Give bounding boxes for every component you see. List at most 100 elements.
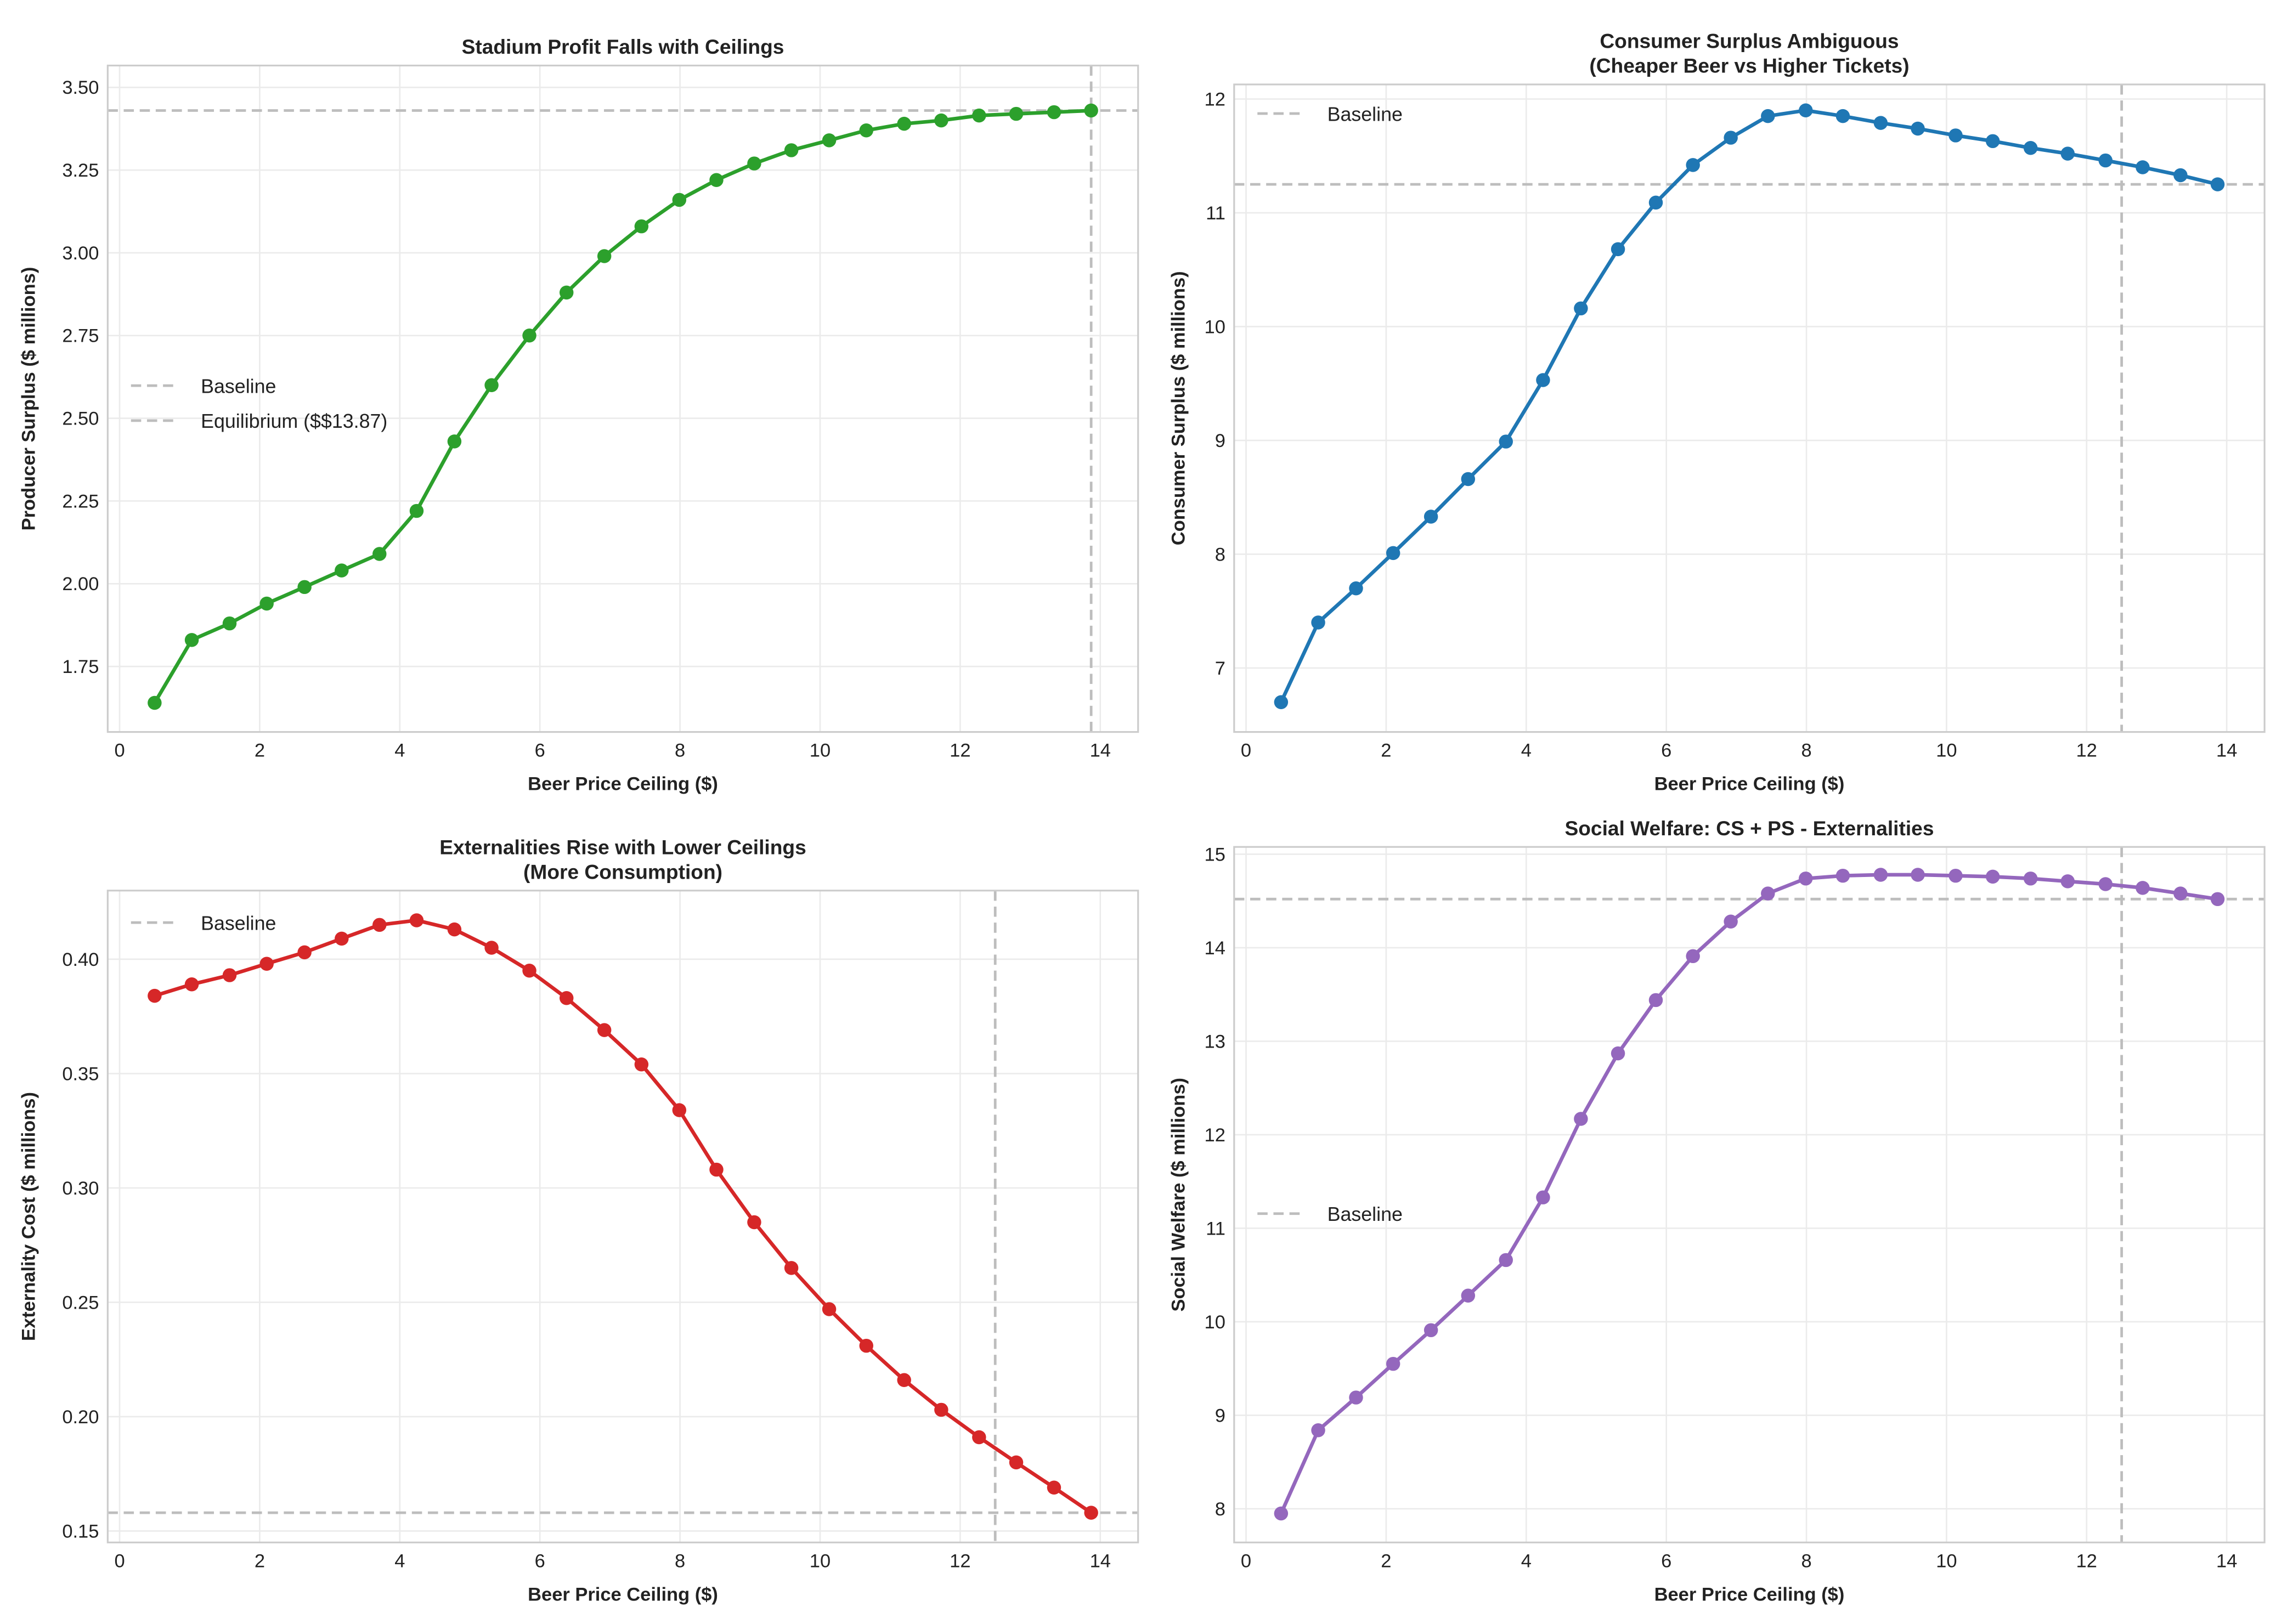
data-point xyxy=(409,503,424,518)
y-tick-label: 8 xyxy=(1215,1499,1225,1520)
data-point xyxy=(1536,373,1550,387)
data-point xyxy=(897,1373,911,1387)
y-tick-label: 10 xyxy=(1205,1312,1225,1333)
axes-frame xyxy=(106,64,1139,733)
data-point xyxy=(259,957,274,971)
data-point xyxy=(1835,109,1850,123)
data-point xyxy=(1311,1423,1325,1438)
data-point xyxy=(897,116,911,131)
data-point xyxy=(1948,868,1963,883)
x-tick-label: 8 xyxy=(1801,1551,1811,1571)
x-tick-label: 10 xyxy=(810,1551,831,1571)
data-point xyxy=(335,931,349,946)
data-point xyxy=(1985,134,2000,149)
x-tick-label: 2 xyxy=(1381,1551,1391,1571)
data-point xyxy=(784,1261,799,1275)
x-tick-label: 2 xyxy=(1381,740,1391,761)
data-point xyxy=(634,1057,649,1072)
data-point xyxy=(2060,146,2075,161)
data-point xyxy=(447,922,462,937)
data-point xyxy=(597,1023,612,1037)
legend-label: Baseline xyxy=(1328,103,1403,125)
data-point xyxy=(1799,103,1813,118)
data-point xyxy=(1648,993,1663,1008)
data-point xyxy=(1349,1390,1363,1405)
data-point xyxy=(1349,581,1363,596)
data-point xyxy=(1047,105,1061,120)
data-point xyxy=(784,143,799,157)
data-point xyxy=(372,918,387,932)
y-tick-label: 0.15 xyxy=(62,1521,99,1542)
x-tick-label: 0 xyxy=(114,1551,125,1571)
y-tick-label: 0.25 xyxy=(62,1292,99,1313)
legend-label: Baseline xyxy=(201,375,276,397)
data-point xyxy=(1499,434,1513,449)
y-axis-label: Producer Surplus ($ millions) xyxy=(19,267,39,531)
x-axis-label: Beer Price Ceiling ($) xyxy=(528,1584,718,1605)
data-point xyxy=(409,913,424,927)
y-tick-label: 9 xyxy=(1215,431,1225,451)
x-tick-label: 12 xyxy=(2076,1551,2097,1571)
x-tick-label: 12 xyxy=(950,1551,970,1571)
data-point xyxy=(2173,168,2188,183)
data-point xyxy=(522,963,536,978)
data-point xyxy=(335,563,349,578)
data-point xyxy=(1873,116,1888,130)
y-tick-label: 7 xyxy=(1215,658,1225,679)
data-point xyxy=(747,156,761,171)
x-tick-label: 12 xyxy=(950,740,970,761)
x-tick-label: 6 xyxy=(535,1551,545,1571)
x-tick-label: 14 xyxy=(2216,1551,2237,1571)
y-axis-label: Consumer Surplus ($ millions) xyxy=(1168,271,1189,545)
x-tick-label: 10 xyxy=(1936,740,1957,761)
subplot-title: (Cheaper Beer vs Higher Tickets) xyxy=(1589,54,1909,77)
data-point xyxy=(1911,121,1925,136)
data-point xyxy=(1948,128,1963,143)
data-point xyxy=(822,133,837,148)
data-point xyxy=(972,108,986,123)
data-point xyxy=(1386,1356,1400,1371)
x-tick-label: 14 xyxy=(1090,1551,1111,1571)
data-point xyxy=(259,596,274,611)
data-point xyxy=(1648,195,1663,210)
data-point xyxy=(2098,877,2113,891)
x-tick-label: 6 xyxy=(1661,740,1671,761)
y-tick-label: 2.50 xyxy=(62,409,99,429)
data-point xyxy=(972,1430,986,1445)
data-point xyxy=(934,113,948,128)
subplot-title: Consumer Surplus Ambiguous xyxy=(1600,30,1899,53)
x-axis-label: Beer Price Ceiling ($) xyxy=(1654,1584,1845,1605)
data-point xyxy=(559,991,574,1005)
y-tick-label: 0.40 xyxy=(62,949,99,970)
y-tick-label: 2.25 xyxy=(62,491,99,512)
data-point xyxy=(1873,868,1888,882)
x-tick-label: 4 xyxy=(1521,740,1532,761)
x-axis-label: Beer Price Ceiling ($) xyxy=(1654,774,1845,795)
x-tick-label: 4 xyxy=(394,740,405,761)
data-point xyxy=(672,193,687,207)
data-point xyxy=(1499,1253,1513,1267)
data-point xyxy=(597,249,612,263)
data-point xyxy=(2136,881,2150,895)
x-tick-label: 4 xyxy=(394,1551,405,1571)
y-tick-label: 0.35 xyxy=(62,1063,99,1084)
y-tick-label: 11 xyxy=(1206,1218,1225,1239)
axes-frame xyxy=(1233,846,2266,1543)
subplot-4: 0 2 4 6 8 10 12 14 8 9 10 11 12 13 14 15 Social Welfare:… xyxy=(1168,817,2266,1605)
data-point xyxy=(1911,868,1925,882)
data-point xyxy=(1009,106,1024,121)
y-tick-label: 1.75 xyxy=(62,657,99,677)
y-tick-label: 12 xyxy=(1205,89,1225,110)
data-point xyxy=(1761,109,1775,123)
data-point xyxy=(1799,872,1813,886)
data-point xyxy=(1611,1046,1625,1061)
series-line xyxy=(154,918,1093,1514)
data-point xyxy=(1985,869,2000,884)
data-point xyxy=(222,616,237,631)
data-point xyxy=(859,1338,873,1353)
data-point xyxy=(1724,131,1738,145)
y-axis-label: Externality Cost ($ millions) xyxy=(19,1092,39,1341)
subplot-1: 0 2 4 6 8 10 12 14 1.75 2.00 2.25 2.50 2.75 3.00 3.25 3… xyxy=(19,35,1139,795)
y-tick-label: 2.00 xyxy=(62,574,99,595)
y-tick-label: 3.00 xyxy=(62,243,99,264)
